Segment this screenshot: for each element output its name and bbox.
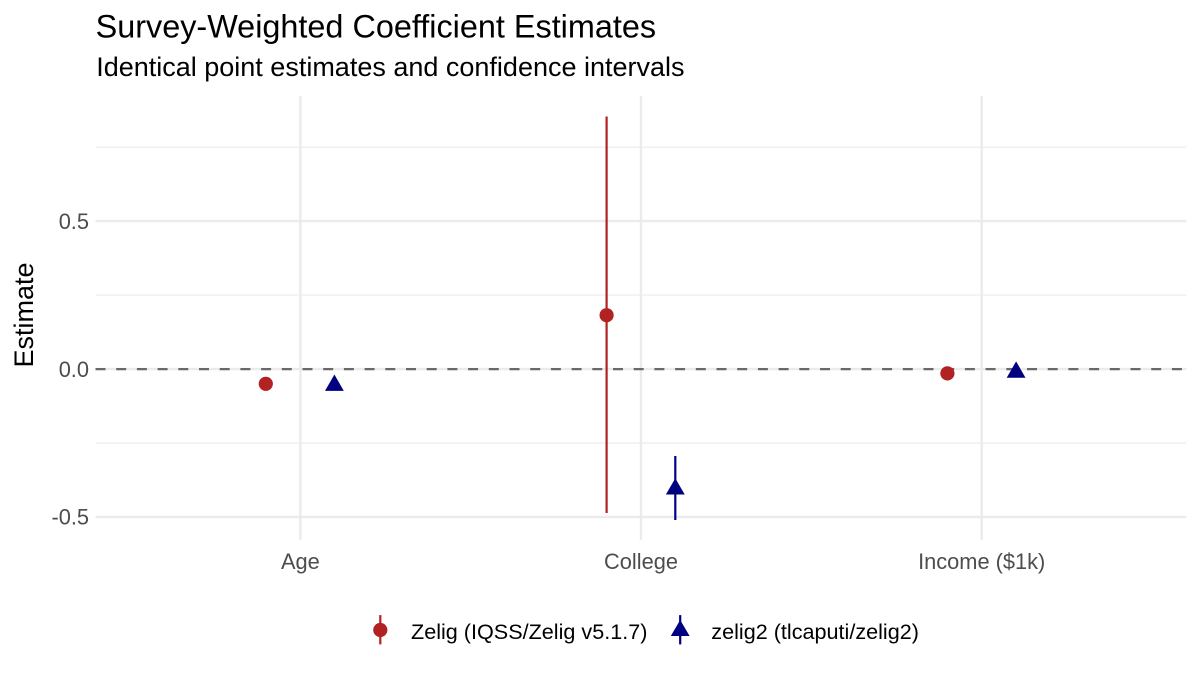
svg-text:Estimate: Estimate <box>9 262 39 367</box>
svg-text:Age: Age <box>281 549 320 574</box>
svg-text:Zelig (IQSS/Zelig v5.1.7): Zelig (IQSS/Zelig v5.1.7) <box>411 619 647 644</box>
svg-text:0.5: 0.5 <box>59 209 89 234</box>
svg-text:-0.5: -0.5 <box>51 505 89 530</box>
svg-text:Income ($1k): Income ($1k) <box>918 549 1045 574</box>
svg-text:zelig2 (tlcaputi/zelig2): zelig2 (tlcaputi/zelig2) <box>711 619 919 644</box>
svg-text:College: College <box>604 549 678 574</box>
svg-text:Survey-Weighted Coefficient Es: Survey-Weighted Coefficient Estimates <box>96 9 657 45</box>
svg-text:Identical point estimates and: Identical point estimates and confidence… <box>96 52 684 82</box>
svg-text:0.0: 0.0 <box>59 357 89 382</box>
